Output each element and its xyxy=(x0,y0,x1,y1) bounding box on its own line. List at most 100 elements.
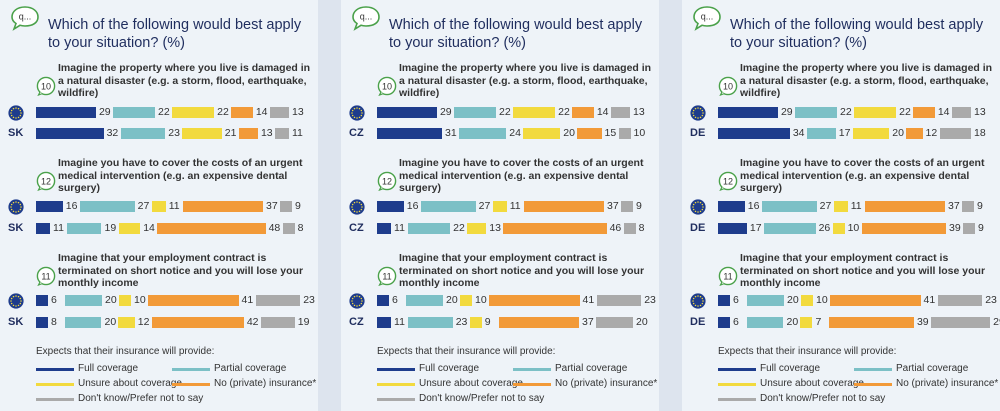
legend-label: Partial coverage xyxy=(896,363,969,374)
eu-star xyxy=(12,201,15,204)
bar-segment xyxy=(172,107,215,118)
bar-value-label: 11 xyxy=(394,222,405,234)
bar-value-label: 15 xyxy=(604,127,617,139)
eu-star xyxy=(361,300,363,302)
bar-segment xyxy=(618,128,631,139)
bar-value-label: 32 xyxy=(106,127,119,139)
eu-star xyxy=(17,304,20,307)
bar-value-label: 9 xyxy=(636,200,642,212)
bar-segment xyxy=(274,128,289,139)
eu-star xyxy=(351,206,353,208)
eu-star xyxy=(353,201,356,204)
legend-label: Unsure about coverage xyxy=(419,378,523,389)
eu-star xyxy=(19,208,22,211)
legend-swatch xyxy=(377,383,415,386)
badge-number: 11 xyxy=(382,271,391,281)
legend-label: Don't know/Prefer not to say xyxy=(419,393,545,404)
bar-value-label: 20 xyxy=(446,294,458,306)
bar-value-label: 21 xyxy=(224,127,237,139)
bar-value-label: 14 xyxy=(596,106,609,118)
badge-number: 10 xyxy=(723,81,733,91)
bar-segment xyxy=(36,201,63,212)
bar-value-label: 39 xyxy=(949,222,961,234)
eu-star xyxy=(701,302,704,305)
section-title: Imagine that your employment contract is… xyxy=(58,252,304,290)
bar-value-label: 7 xyxy=(815,316,822,328)
bar-segment xyxy=(596,317,634,328)
eu-star xyxy=(360,302,363,305)
bar-segment xyxy=(377,295,389,306)
bar-segment xyxy=(118,223,141,234)
bar-segment xyxy=(420,201,476,212)
bubble-text: q... xyxy=(701,12,714,22)
bar-segment xyxy=(36,223,51,234)
bar-value-label: 42 xyxy=(246,316,259,328)
eu-star xyxy=(702,112,704,114)
bar-segment xyxy=(763,223,816,234)
chart-title: Which of the following would best apply … xyxy=(730,17,984,51)
bar-value-label: 10 xyxy=(475,294,487,306)
bar-value-label: 39 xyxy=(916,316,929,328)
eu-star xyxy=(351,208,354,211)
country-label: SK xyxy=(8,316,24,328)
eu-flag-icon xyxy=(349,199,365,215)
bubble-shape xyxy=(352,6,380,31)
bar-segment xyxy=(67,223,102,234)
eu-star xyxy=(694,107,697,110)
bar-value-label: 27 xyxy=(819,200,832,212)
bar-segment xyxy=(377,128,443,139)
question-number-badge: 12 xyxy=(36,171,56,192)
badge-tail xyxy=(37,281,43,287)
chart-panel: q... Which of the following would best ap… xyxy=(682,0,1000,411)
eu-star xyxy=(19,203,22,206)
bar-segment xyxy=(36,107,96,118)
bar-value-label: 17 xyxy=(749,222,762,234)
eu-star xyxy=(358,201,361,204)
badge-circle xyxy=(36,266,56,286)
eu-star xyxy=(360,208,363,211)
bar-value-label: 22 xyxy=(158,106,170,118)
bar-value-label: 11 xyxy=(509,200,521,212)
bar-segment xyxy=(761,201,817,212)
country-label: SK xyxy=(8,127,24,139)
bar-value-label: 14 xyxy=(255,106,268,118)
legend-swatch xyxy=(36,383,74,386)
legend-title: Expects that their insurance will provid… xyxy=(718,346,897,357)
eu-star xyxy=(351,109,354,112)
bar-segment xyxy=(913,107,935,118)
eu-star xyxy=(699,295,702,298)
bar-value-label: 31 xyxy=(445,127,457,139)
eu-star xyxy=(360,203,363,206)
bar-value-label: 9 xyxy=(295,200,301,212)
badge-circle xyxy=(718,76,738,96)
bar-value-label: 23 xyxy=(303,294,315,306)
bar-segment xyxy=(833,201,848,212)
bar-value-label: 22 xyxy=(453,222,465,234)
bar-value-label: 6 xyxy=(392,294,398,306)
eu-flag-circle xyxy=(349,105,365,121)
bar-segment xyxy=(182,201,264,212)
bar-segment xyxy=(119,295,131,306)
bar-value-label: 13 xyxy=(489,222,501,234)
bar-value-label: 12 xyxy=(925,127,938,139)
bar-segment xyxy=(718,201,745,212)
badge-number: 12 xyxy=(41,176,51,186)
bar-segment xyxy=(148,295,239,306)
eu-star xyxy=(692,114,695,117)
question-number-badge: 11 xyxy=(718,266,738,287)
eu-star xyxy=(12,295,15,298)
bar-value-label: 11 xyxy=(850,200,862,212)
question-number-badge: 12 xyxy=(718,171,738,192)
bar-value-label: 8 xyxy=(638,222,645,234)
eu-star xyxy=(702,206,704,208)
eu-star xyxy=(692,206,694,208)
legend-swatch xyxy=(36,398,74,401)
eu-star xyxy=(701,297,704,300)
legend-swatch xyxy=(513,383,551,386)
eu-star xyxy=(360,297,363,300)
bar-segment xyxy=(36,128,104,139)
bar-value-label: 8 xyxy=(51,316,57,328)
eu-star xyxy=(15,107,17,109)
bar-value-label: 20 xyxy=(786,316,799,328)
eu-star xyxy=(692,302,695,305)
